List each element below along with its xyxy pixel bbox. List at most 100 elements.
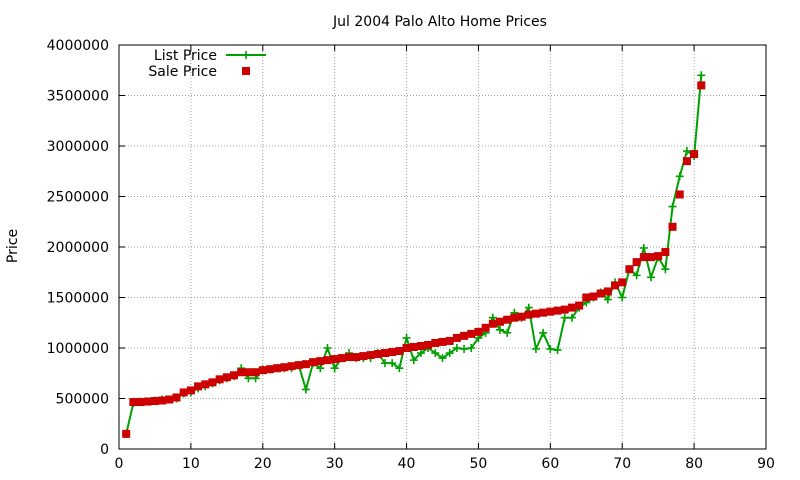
list-price-point — [603, 295, 612, 304]
list-price-point — [503, 328, 512, 337]
x-tick-label: 40 — [398, 456, 416, 472]
list-price-point — [416, 349, 425, 358]
legend-swatch-sale-price — [242, 67, 250, 75]
list-price-point — [539, 328, 548, 337]
sale-price-point — [596, 289, 605, 298]
list-price-point — [431, 349, 440, 358]
sale-price-point — [136, 398, 145, 407]
y-tick-label: 3500000 — [47, 89, 109, 105]
y-tick-label: 3000000 — [47, 139, 109, 155]
x-tick-label: 90 — [757, 456, 775, 472]
list-price-point — [553, 346, 562, 355]
list-price-point — [438, 354, 447, 363]
list-price-point — [668, 202, 677, 211]
sale-price-point — [301, 360, 310, 369]
list-price-point — [560, 313, 569, 322]
sale-price-point — [337, 354, 346, 363]
x-axis-ticks: 0 10 20 30 40 50 60 70 80 90 — [115, 45, 775, 472]
list-price-point — [682, 147, 691, 156]
list-price-point — [697, 71, 706, 80]
sale-price-point — [258, 366, 267, 375]
sale-price-point — [488, 319, 497, 328]
sale-price-point — [445, 336, 454, 345]
list-price-point — [445, 349, 454, 358]
sale-price-point — [143, 397, 152, 406]
sale-price-point — [560, 305, 569, 314]
list-price-point — [316, 364, 325, 373]
sale-price-point — [553, 306, 562, 315]
sale-price-point — [172, 393, 181, 402]
sale-price-point — [467, 329, 476, 338]
sale-price-point — [251, 368, 260, 377]
sale-price-point — [481, 323, 490, 332]
x-tick-label: 70 — [613, 456, 631, 472]
grid-lines — [119, 45, 766, 449]
sale-price-point — [582, 293, 591, 302]
list-price-point — [531, 345, 540, 354]
sale-price-point — [424, 340, 433, 349]
list-price-point — [467, 344, 476, 352]
sale-price-point — [273, 364, 282, 373]
list-price-point — [675, 172, 684, 181]
sale-price-point — [201, 380, 210, 389]
sale-price-point — [539, 308, 548, 317]
x-tick-label: 0 — [115, 456, 124, 472]
sale-price-point — [222, 373, 231, 382]
sale-price-point — [309, 358, 318, 367]
list-price-point — [496, 325, 505, 334]
y-axis-label: Price — [5, 229, 21, 263]
sale-price-point — [625, 265, 634, 274]
y-tick-label: 2500000 — [47, 190, 109, 206]
sale-price-point — [474, 327, 483, 336]
list-price-point — [646, 273, 655, 282]
list-price-point — [395, 364, 404, 373]
sale-price-point — [416, 341, 425, 350]
sale-price-point — [632, 258, 641, 267]
sale-price-point — [646, 253, 655, 262]
y-tick-label: 1000000 — [47, 341, 109, 357]
sale-price-point — [287, 362, 296, 371]
sale-price-point — [179, 388, 188, 397]
sale-price-point — [165, 395, 174, 404]
legend-label-list-price: List Price — [154, 48, 217, 64]
sale-price-point — [373, 350, 382, 359]
list-price-point — [323, 344, 332, 352]
sale-price-point — [122, 429, 131, 438]
chart-title: Jul 2004 Palo Alto Home Prices — [332, 14, 547, 30]
sale-price-point — [654, 252, 663, 261]
list-price-point — [452, 344, 461, 352]
sale-price-point — [668, 222, 677, 231]
legend-marker-list-price — [242, 51, 250, 59]
x-tick-label: 10 — [182, 456, 200, 472]
x-tick-label: 20 — [254, 456, 272, 472]
x-tick-label: 50 — [470, 456, 488, 472]
list-price-point — [639, 244, 648, 253]
sale-price-point — [316, 357, 325, 366]
sale-price-point — [690, 150, 699, 159]
sale-price-point — [366, 351, 375, 360]
sale-price-point — [380, 349, 389, 358]
series-sale-price — [122, 81, 706, 438]
list-price-point — [409, 356, 418, 365]
list-price-point — [380, 359, 389, 368]
sale-price-point — [611, 281, 620, 290]
list-price-point — [546, 345, 555, 354]
sale-price-point — [186, 386, 195, 395]
sale-price-point — [150, 397, 159, 406]
sale-price-point — [158, 396, 167, 405]
sale-price-point — [345, 353, 354, 362]
y-tick-label: 2000000 — [47, 240, 109, 256]
sale-price-point — [531, 309, 540, 318]
sale-price-point — [524, 310, 533, 319]
sale-price-point — [438, 337, 447, 346]
sale-price-point — [194, 382, 203, 391]
sale-price-point — [546, 307, 555, 316]
sale-price-point — [352, 353, 361, 362]
sale-price-point — [129, 398, 138, 407]
y-tick-label: 500000 — [56, 392, 109, 408]
list-price-point — [632, 271, 641, 280]
legend-label-sale-price: Sale Price — [148, 64, 217, 80]
sale-price-point — [517, 312, 526, 321]
